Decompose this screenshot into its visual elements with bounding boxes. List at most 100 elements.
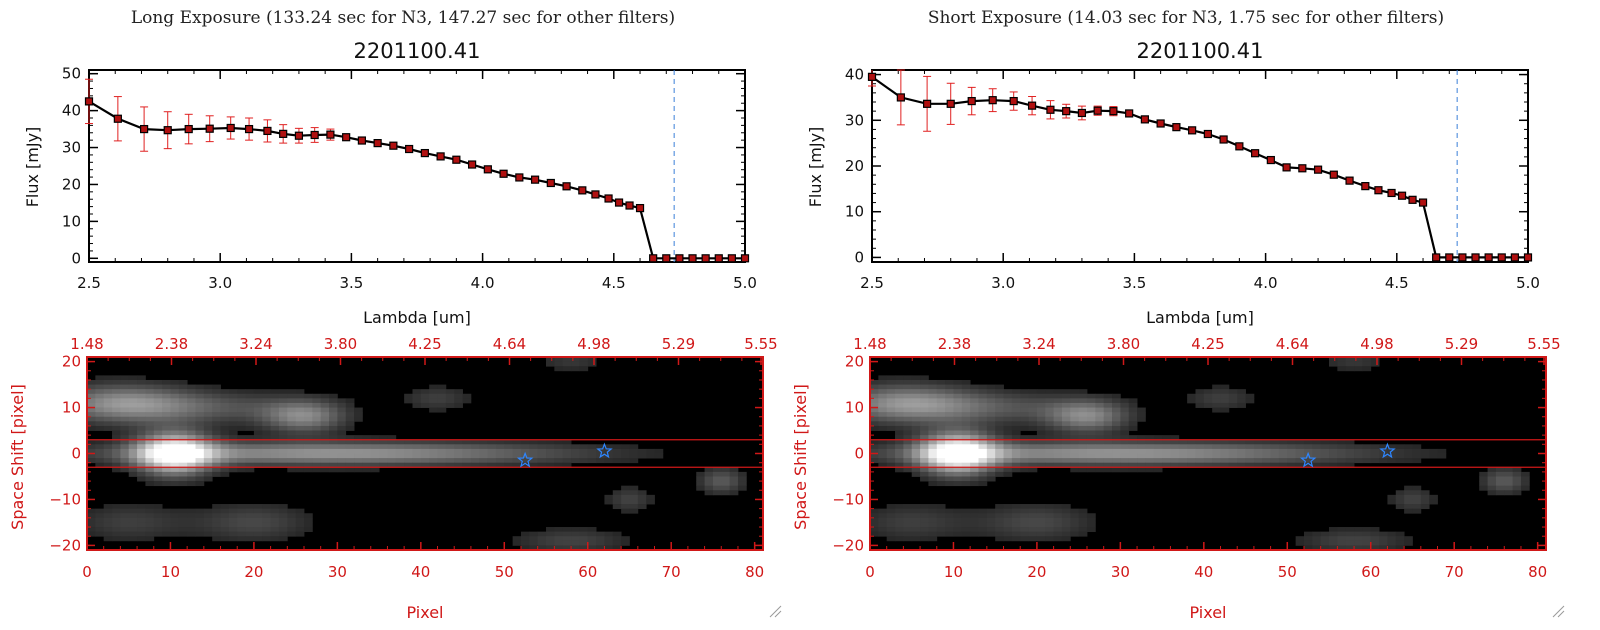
image-pixel	[1078, 527, 1088, 533]
image-pixel	[629, 504, 639, 510]
image-pixel	[961, 389, 971, 395]
image-pixel	[1187, 458, 1196, 464]
image-pixel	[928, 536, 938, 542]
image-pixel	[1362, 448, 1372, 454]
image-pixel	[278, 407, 288, 413]
image-pixel	[253, 425, 263, 431]
image-pixel	[162, 448, 171, 454]
image-pixel	[1061, 531, 1071, 537]
image-pixel	[1086, 527, 1096, 533]
image-pixel	[145, 517, 155, 523]
image-pixel	[911, 375, 921, 381]
image-pixel	[953, 430, 963, 436]
image-pixel	[612, 453, 622, 459]
image-pixel	[911, 453, 921, 459]
image-pixel	[112, 513, 121, 519]
image-pixel	[487, 439, 497, 445]
image-pixel	[1137, 467, 1146, 473]
image-pixel	[903, 458, 913, 464]
image-pixel	[220, 425, 230, 431]
image-pixel	[95, 407, 105, 413]
image-pixel	[278, 398, 288, 404]
image-pixel	[970, 444, 979, 450]
image-pixel	[704, 490, 714, 496]
image-pixel	[1078, 513, 1088, 519]
image-pixel	[128, 522, 138, 528]
image-pixel	[128, 379, 138, 385]
image-pixel	[1053, 504, 1063, 510]
image-pixel	[395, 462, 405, 468]
image-pixel	[995, 471, 1004, 477]
image-pixel	[936, 508, 946, 514]
image-pixel	[520, 439, 530, 445]
image-pixel	[1036, 421, 1046, 427]
image-pixel	[1020, 444, 1029, 450]
image-pixel	[1479, 481, 1488, 487]
image-pixel	[1178, 448, 1188, 454]
image-pixel	[945, 384, 954, 390]
image-pixel	[145, 462, 155, 468]
image-pixel	[995, 444, 1004, 450]
image-pixel	[220, 412, 230, 418]
image-pixel	[462, 448, 472, 454]
resize-grip-icon[interactable]	[769, 605, 782, 618]
image-pixel	[1370, 453, 1380, 459]
image-pixel	[178, 407, 188, 413]
image-pixel	[1070, 531, 1080, 537]
image-pixel	[1195, 462, 1205, 468]
image-pixel	[579, 366, 589, 372]
image-pixel	[537, 536, 547, 542]
image-pixel	[1011, 393, 1021, 399]
x-tick-label: 4.5	[1385, 274, 1409, 292]
image-pixel	[920, 439, 929, 445]
image-pixel	[571, 458, 580, 464]
image-pixel	[120, 458, 130, 464]
resize-grip-icon[interactable]	[1552, 605, 1565, 618]
image-pixel	[1061, 536, 1071, 542]
image-pixel	[1345, 439, 1355, 445]
image-pixel	[870, 439, 879, 445]
image-pixel	[579, 444, 589, 450]
image-pixel	[1103, 430, 1113, 436]
image-pixel	[737, 485, 747, 491]
image-pixel	[978, 430, 988, 436]
image-pixel	[1228, 398, 1238, 404]
image-pixel	[454, 402, 463, 408]
image-pixel	[329, 439, 338, 445]
image-pixel	[953, 508, 963, 514]
image-pixel	[911, 389, 921, 395]
image-pixel	[1395, 536, 1405, 542]
image-pixel	[961, 412, 971, 418]
image-pixel	[128, 467, 138, 473]
image-pixel	[945, 416, 954, 422]
image-pixel	[961, 425, 971, 431]
image-pixel	[953, 425, 963, 431]
image-pixel	[212, 398, 221, 404]
x-tick-label: 10	[161, 563, 180, 581]
image-pixel	[404, 458, 413, 464]
x-tick-label: 70	[1445, 563, 1464, 581]
image-pixel	[87, 439, 96, 445]
image-pixel	[320, 430, 330, 436]
image-pixel	[128, 389, 138, 395]
y-tick-label: −10	[832, 490, 864, 508]
image-pixel	[571, 545, 580, 551]
image-pixel	[612, 545, 622, 551]
image-pixel	[1053, 402, 1063, 408]
x-tick-label: 4.0	[1254, 274, 1278, 292]
image-pixel	[1137, 462, 1146, 468]
image-pixel	[195, 412, 205, 418]
image-pixel	[546, 540, 555, 546]
image-pixel	[370, 467, 380, 473]
image-pixel	[212, 453, 221, 459]
image-pixel	[1520, 476, 1530, 482]
image-pixel	[886, 504, 896, 510]
image-pixel	[1061, 458, 1071, 464]
image-pixel	[1354, 536, 1363, 542]
image-pixel	[1095, 430, 1105, 436]
image-pixel	[112, 536, 121, 542]
image-pixel	[1178, 462, 1188, 468]
image-pixel	[520, 453, 530, 459]
image-pixel	[961, 393, 971, 399]
image-pixel	[995, 522, 1004, 528]
